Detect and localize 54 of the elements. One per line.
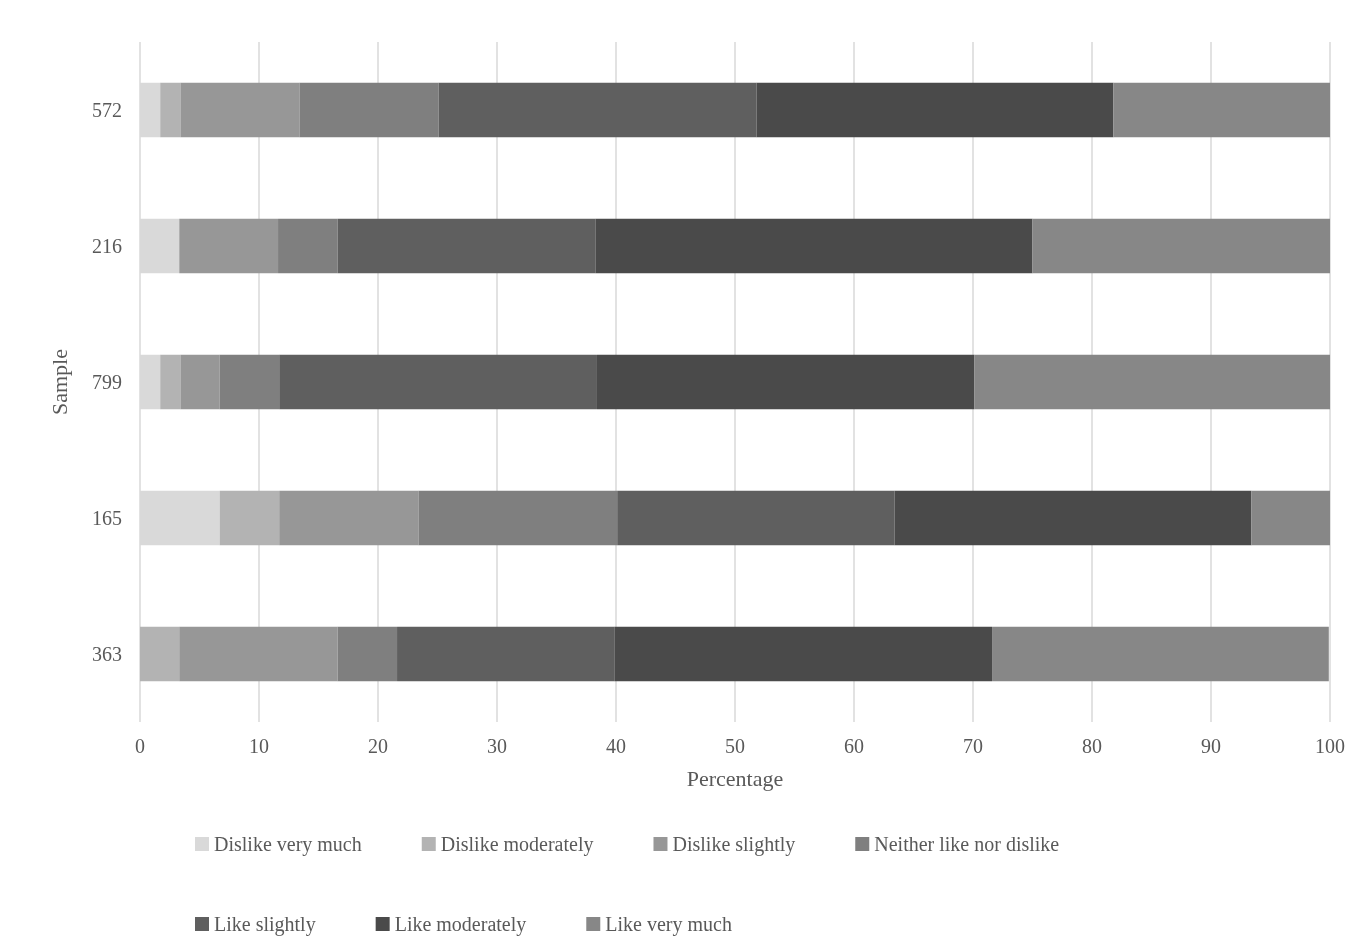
- legend-label: Like slightly: [214, 913, 316, 936]
- x-tick-label: 0: [135, 735, 145, 757]
- bar: [279, 490, 419, 546]
- bar: [614, 626, 993, 682]
- x-tick-label: 30: [487, 735, 507, 757]
- x-tick-label: 100: [1315, 735, 1345, 757]
- bar: [438, 82, 757, 138]
- x-tick-label: 20: [368, 735, 388, 757]
- bar: [299, 82, 439, 138]
- legend-label: Neither like nor dislike: [874, 833, 1060, 855]
- bar: [219, 354, 280, 410]
- y-tick-label: 165: [92, 507, 122, 529]
- y-tick-label: 363: [92, 643, 122, 665]
- legend-label: Like very much: [605, 913, 732, 936]
- bar: [992, 626, 1329, 682]
- legend-label: Like moderately: [394, 913, 527, 936]
- bar: [1251, 490, 1330, 546]
- bar: [1032, 218, 1330, 274]
- y-axis-title: Sample: [46, 349, 72, 415]
- bar: [595, 218, 1033, 274]
- legend-label: Dislike slightly: [672, 833, 796, 856]
- y-tick-label: 216: [92, 235, 122, 257]
- x-tick-label: 50: [725, 735, 745, 757]
- bar: [337, 626, 398, 682]
- y-tick-label: 799: [92, 371, 122, 393]
- legend-label: Dislike very much: [214, 833, 362, 856]
- bar: [179, 218, 279, 274]
- bar: [160, 354, 181, 410]
- bar: [219, 490, 280, 546]
- x-tick-label: 90: [1201, 735, 1221, 757]
- x-tick-label: 70: [963, 735, 983, 757]
- x-axis-title: Percentage: [686, 765, 784, 791]
- bar: [617, 490, 895, 546]
- bar: [179, 626, 338, 682]
- x-tick-label: 60: [844, 735, 864, 757]
- bar: [160, 82, 181, 138]
- bar: [279, 354, 597, 410]
- bar: [1113, 82, 1330, 138]
- bar: [894, 490, 1252, 546]
- bar: [337, 218, 596, 274]
- bar: [756, 82, 1114, 138]
- bar: [596, 354, 975, 410]
- bar: [397, 626, 615, 682]
- bar: [278, 218, 338, 274]
- bar: [974, 354, 1330, 410]
- bar: [180, 354, 220, 410]
- bar: [418, 490, 618, 546]
- x-tick-label: 80: [1082, 735, 1102, 757]
- bar: [140, 626, 180, 682]
- x-tick-label: 10: [249, 735, 269, 757]
- x-tick-label: 40: [606, 735, 626, 757]
- legend-label: Dislike moderately: [440, 833, 594, 856]
- bar: [180, 82, 300, 138]
- y-tick-label: 572: [92, 99, 122, 121]
